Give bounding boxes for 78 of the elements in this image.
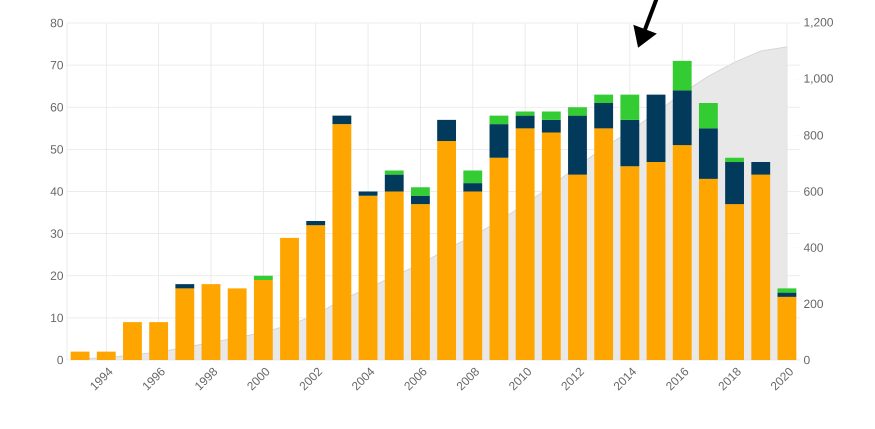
bar <box>777 292 796 297</box>
bar <box>594 103 614 128</box>
bar <box>384 174 404 192</box>
bar <box>725 158 744 162</box>
bar <box>280 238 299 360</box>
y-tick-label: 80 <box>50 18 64 28</box>
bar <box>437 140 456 360</box>
y2-tick-label: 600 <box>804 187 824 196</box>
bar <box>202 284 220 360</box>
bar <box>332 116 352 124</box>
bar <box>96 352 116 360</box>
bar <box>306 220 326 226</box>
bar <box>646 162 666 360</box>
y2-tick-label: 0 <box>804 356 810 364</box>
bar <box>175 284 194 288</box>
bar <box>437 120 456 141</box>
bar <box>175 288 194 360</box>
bar <box>568 107 587 116</box>
bar <box>254 280 273 360</box>
bar <box>410 187 430 196</box>
y-tick-label: 70 <box>50 60 64 70</box>
bar <box>149 322 168 360</box>
bar <box>594 128 614 360</box>
bar <box>516 111 535 116</box>
y-tick-label: 10 <box>51 314 64 322</box>
bar <box>698 178 718 360</box>
bar <box>123 322 142 360</box>
bar <box>542 120 561 133</box>
bar <box>463 192 482 360</box>
bar <box>725 204 744 360</box>
bar <box>672 90 692 146</box>
bar <box>751 174 770 360</box>
bar <box>672 145 692 360</box>
bar <box>490 124 508 158</box>
bar <box>646 94 666 162</box>
bar <box>672 60 692 90</box>
y-tick-label: 20 <box>50 272 64 280</box>
y-tick-label: 50 <box>50 145 64 154</box>
bar <box>516 128 535 360</box>
bar <box>70 352 90 360</box>
bar <box>254 276 273 280</box>
bar <box>490 158 508 360</box>
bar <box>620 94 640 120</box>
y2-tick-label: 400 <box>804 243 824 252</box>
bar <box>777 288 796 293</box>
y-tick-label: 40 <box>50 187 64 196</box>
y2-tick-label: 1,200 <box>804 18 833 28</box>
y-tick-label: 30 <box>50 229 64 238</box>
bar <box>516 116 535 128</box>
y-tick-label: 60 <box>50 103 64 112</box>
bar <box>332 124 352 360</box>
bar <box>620 120 640 166</box>
y2-tick-label: 200 <box>804 300 824 308</box>
bar <box>384 170 404 175</box>
bar <box>384 192 404 360</box>
bar <box>410 196 430 204</box>
bar <box>228 288 247 360</box>
bar <box>490 116 508 124</box>
y2-tick-label: 800 <box>804 131 824 140</box>
bar <box>542 132 561 360</box>
bar <box>568 174 587 360</box>
bar <box>698 128 718 179</box>
y2-tick-label: 1,000 <box>804 74 833 84</box>
bar <box>463 183 482 192</box>
bar <box>463 170 482 184</box>
bar <box>542 111 561 120</box>
bar <box>306 225 326 360</box>
bar <box>725 162 744 204</box>
bar <box>698 103 718 128</box>
bar <box>777 296 796 360</box>
bar <box>620 166 640 360</box>
y-tick-label: 0 <box>57 356 64 364</box>
bar <box>410 204 430 360</box>
bar <box>358 192 378 196</box>
bar <box>358 196 378 360</box>
bar <box>751 162 770 175</box>
bar <box>594 94 614 104</box>
bar <box>568 116 587 175</box>
